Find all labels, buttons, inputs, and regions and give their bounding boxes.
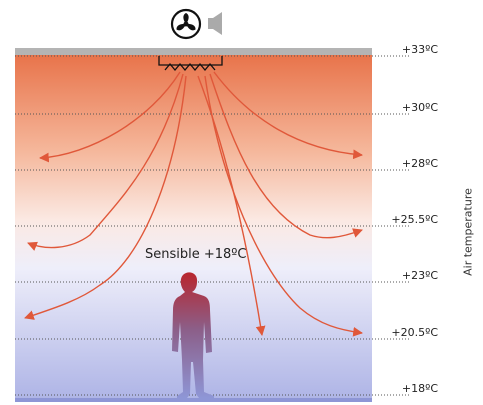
fan-icon (170, 8, 202, 40)
temp-label-30: +30ºC (401, 101, 438, 114)
ceiling (15, 48, 372, 55)
temp-label-23: +23ºC (401, 269, 438, 282)
axis-label: Air temperature (461, 188, 475, 276)
airflow-arrow-1 (39, 71, 181, 163)
temp-label-25: +25.5ºC (391, 213, 438, 226)
airflow-arrow-4 (197, 75, 266, 336)
temp-label-20: +20.5ºC (391, 326, 438, 339)
temp-label-18: +18ºC (401, 382, 438, 395)
airflow-arrow-3 (24, 75, 187, 320)
airflow-arrow-5 (204, 75, 363, 337)
sensible-temperature-label: Sensible +18ºC (145, 247, 247, 262)
speaker-icon (208, 12, 222, 35)
airflow-arrow-2 (27, 73, 184, 251)
temp-label-33: +33ºC (401, 43, 438, 56)
airflow-arrow-6 (209, 73, 363, 239)
diffuser-icon (158, 56, 223, 72)
temp-label-28: +28ºC (401, 157, 438, 170)
airflow-arrows (24, 71, 363, 337)
airflow-arrow-7 (213, 71, 363, 160)
floor (15, 398, 372, 402)
person-silhouette (172, 272, 214, 398)
